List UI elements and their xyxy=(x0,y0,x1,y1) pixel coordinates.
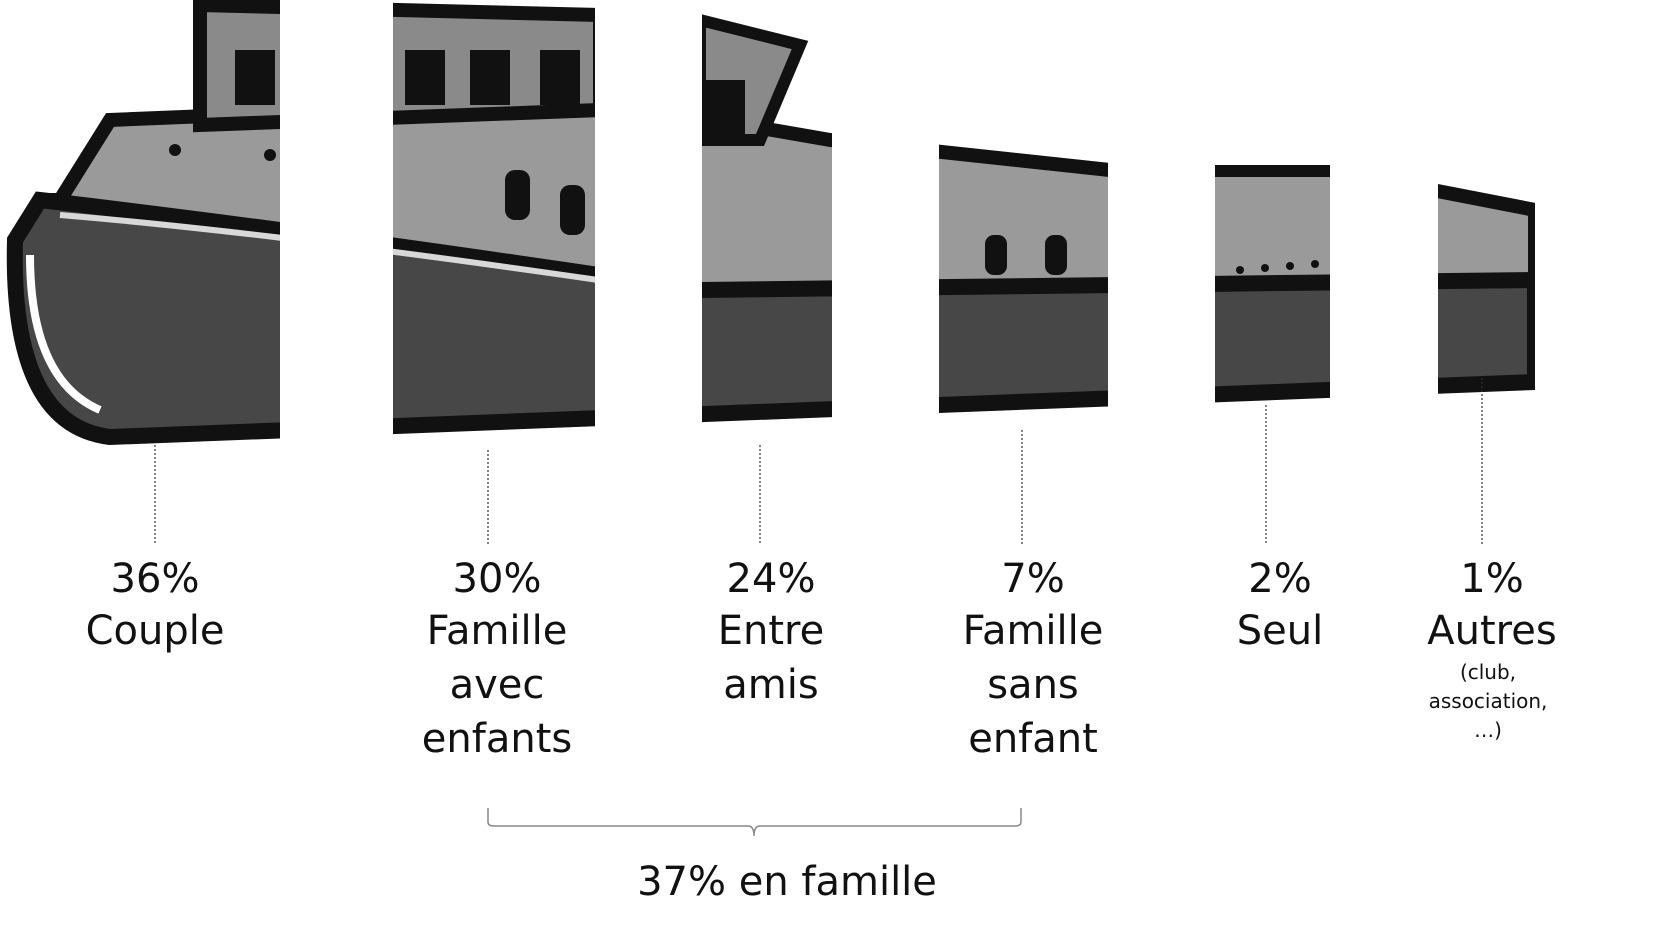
value-label: 36% xyxy=(111,556,200,602)
value-label: 7% xyxy=(1001,556,1064,602)
category-label: Famille sans enfant xyxy=(962,608,1104,762)
bracket xyxy=(487,808,1022,837)
category-label: Entre amis xyxy=(717,608,825,708)
category-label: Seul xyxy=(1236,608,1324,654)
value-label: 30% xyxy=(453,556,542,602)
group-annotation: 37% en famille xyxy=(637,859,937,905)
category-label: Autres xyxy=(1427,608,1557,654)
category-note: (club, association, …) xyxy=(1428,660,1548,742)
value-label: 2% xyxy=(1248,556,1311,602)
value-label: 24% xyxy=(727,556,816,602)
value-label: 1% xyxy=(1460,556,1523,602)
category-label: Couple xyxy=(85,608,225,654)
category-label: Famille avec enfants xyxy=(421,608,573,762)
